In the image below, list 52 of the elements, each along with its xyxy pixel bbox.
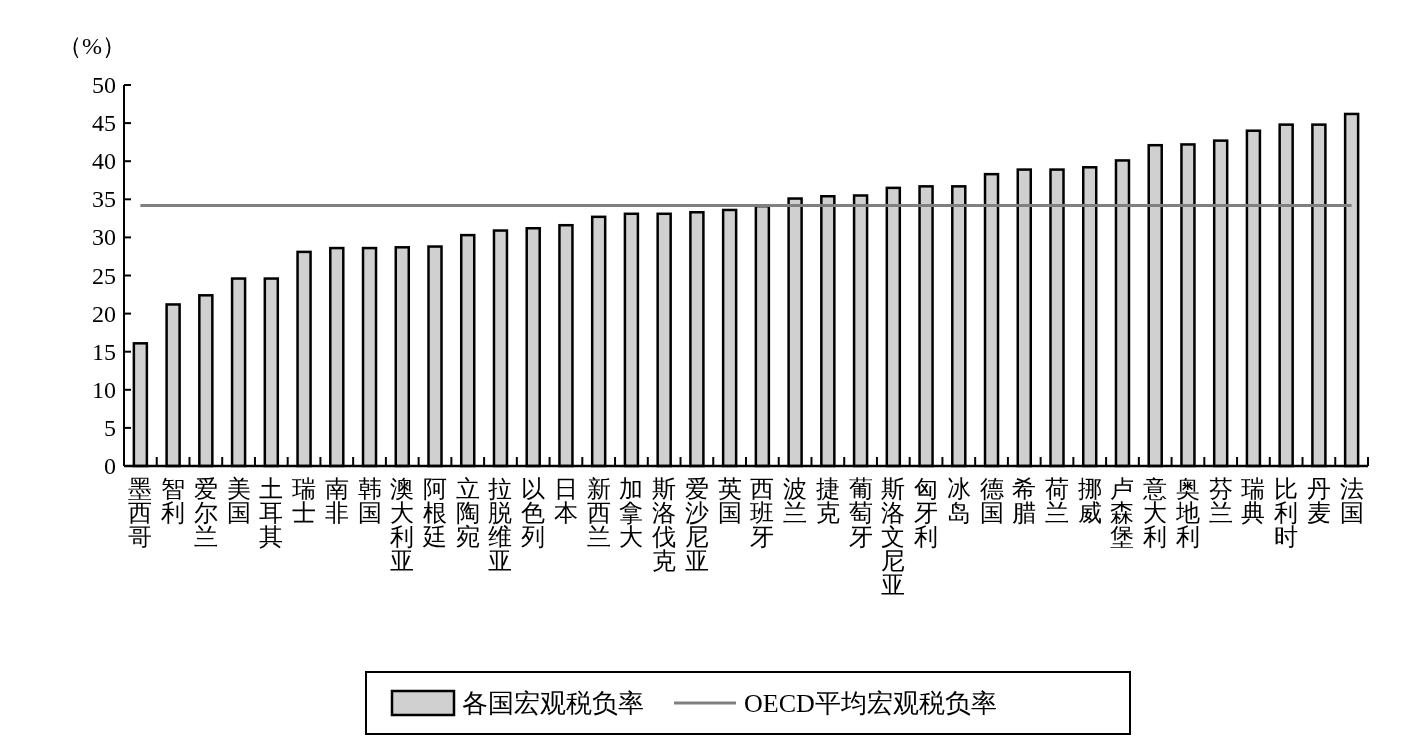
y-tick-label: 25 <box>92 262 116 289</box>
x-tick-label: 立陶宛 <box>455 476 480 550</box>
x-tick-label: 爱尔兰 <box>193 476 218 550</box>
legend-label: OECD平均宏观税负率 <box>744 689 997 718</box>
x-tick-label: 瑞士 <box>292 476 317 526</box>
x-tick-label: 加拿大 <box>619 476 644 550</box>
x-tick-label: 阿根廷 <box>422 476 447 550</box>
x-tick-label: 澳大利亚 <box>390 476 415 574</box>
x-tick-label: 德国 <box>979 476 1004 526</box>
y-tick-label: 5 <box>104 414 116 441</box>
x-tick-label: 荷兰 <box>1045 476 1069 526</box>
x-tick-label: 墨西哥 <box>128 476 153 550</box>
y-tick-label: 30 <box>92 224 116 251</box>
x-tick-label: 新西兰 <box>586 476 611 550</box>
x-tick-label: 丹麦 <box>1306 476 1331 526</box>
x-tick-label: 以色列 <box>521 476 546 550</box>
x-tick-label: 美国 <box>226 476 251 526</box>
x-tick-label: 斯洛伐克 <box>652 476 677 574</box>
x-tick-label: 意大利 <box>1142 476 1168 550</box>
x-tick-label: 波兰 <box>783 476 808 526</box>
x-tick-label: 奥地利 <box>1174 476 1200 550</box>
y-tick-label: 40 <box>92 148 116 175</box>
x-tick-label: 拉脱维亚 <box>488 476 513 574</box>
x-tick-label: 法国 <box>1339 476 1364 526</box>
x-tick-label: 南非 <box>324 476 349 526</box>
legend-label: 各国宏观税负率 <box>462 689 644 718</box>
x-tick-label: 瑞典 <box>1241 476 1266 526</box>
x-tick-label: 韩国 <box>357 476 382 526</box>
y-tick-label: 20 <box>92 300 116 327</box>
x-tick-label: 希腊 <box>1012 476 1037 526</box>
x-tick-label: 日本 <box>553 476 578 526</box>
y-tick-label: 10 <box>92 376 116 403</box>
x-tick-label: 智利 <box>161 476 186 526</box>
y-tick-label: 15 <box>92 338 116 365</box>
x-tick-label: 芬兰 <box>1208 476 1233 526</box>
x-tick-label: 冰岛 <box>946 476 971 526</box>
y-tick-label: 0 <box>104 453 116 479</box>
x-tick-label: 葡萄牙 <box>848 476 873 550</box>
x-tick-label: 捷克 <box>815 476 840 526</box>
x-tick-label: 斯洛文尼亚 <box>881 476 906 598</box>
x-tick-label: 爱沙尼亚 <box>684 476 709 574</box>
x-tick-label: 土耳其 <box>259 476 284 550</box>
x-tick-label: 西班牙 <box>750 476 775 550</box>
y-tick-label: 35 <box>92 186 116 213</box>
x-tick-label: 挪威 <box>1077 476 1102 526</box>
y-tick-label: 50 <box>92 72 116 98</box>
x-tick-label: 比利时 <box>1274 476 1299 550</box>
x-tick-label: 卢森堡 <box>1110 476 1135 550</box>
x-tick-label: 匈牙利 <box>914 476 939 550</box>
y-axis-title: （%） <box>58 33 126 59</box>
x-tick-label: 英国 <box>717 476 742 526</box>
y-tick-label: 45 <box>92 110 116 137</box>
